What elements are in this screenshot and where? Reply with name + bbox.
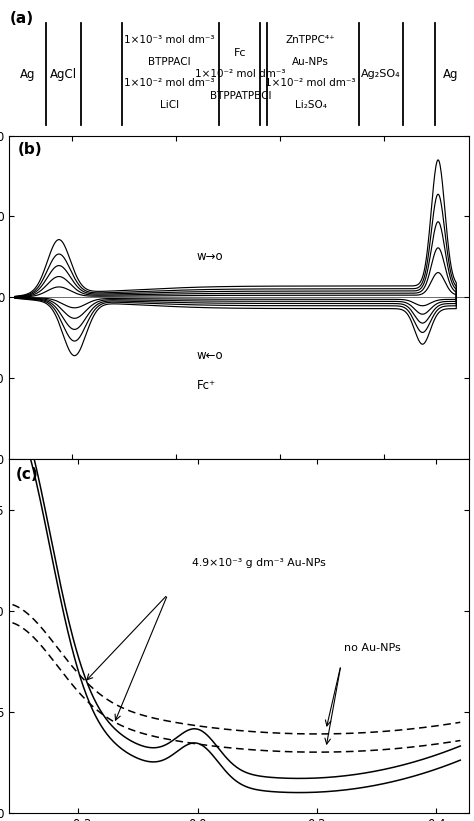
Text: BTPPATPBCl: BTPPATPBCl <box>210 91 271 101</box>
Text: BTPPACl: BTPPACl <box>148 57 191 67</box>
Text: ZnTPPC⁴⁺: ZnTPPC⁴⁺ <box>286 35 336 45</box>
X-axis label: $\Delta_{\rm o}^{\rm w}\phi\,/\,\rm V$: $\Delta_{\rm o}^{\rm w}\phi\,/\,\rm V$ <box>218 483 261 500</box>
Text: w←o: w←o <box>197 349 223 362</box>
Text: Au-NPs: Au-NPs <box>292 57 329 67</box>
Text: (c): (c) <box>16 467 38 482</box>
Text: 1×10⁻² mol dm⁻³: 1×10⁻² mol dm⁻³ <box>265 78 356 89</box>
Text: w→o: w→o <box>197 250 223 263</box>
Text: AgCl: AgCl <box>50 68 77 81</box>
Text: Fc: Fc <box>234 48 246 57</box>
Text: Fc⁺: Fc⁺ <box>197 379 216 392</box>
Text: Ag₂SO₄: Ag₂SO₄ <box>361 70 401 80</box>
Text: 4.9×10⁻³ g dm⁻³ Au-NPs: 4.9×10⁻³ g dm⁻³ Au-NPs <box>191 558 325 568</box>
Text: Ag: Ag <box>443 68 459 81</box>
Text: 1×10⁻² mol dm⁻³: 1×10⁻² mol dm⁻³ <box>124 78 215 89</box>
Text: (a): (a) <box>9 11 34 25</box>
Text: no Au-NPs: no Au-NPs <box>344 643 401 653</box>
Text: (b): (b) <box>17 142 42 157</box>
Text: Ag: Ag <box>20 68 36 81</box>
Text: 1×10⁻² mol dm⁻³: 1×10⁻² mol dm⁻³ <box>195 70 285 80</box>
Text: 1×10⁻³ mol dm⁻³: 1×10⁻³ mol dm⁻³ <box>124 35 215 45</box>
Text: Li₂SO₄: Li₂SO₄ <box>295 100 327 110</box>
Text: LiCl: LiCl <box>160 100 179 110</box>
